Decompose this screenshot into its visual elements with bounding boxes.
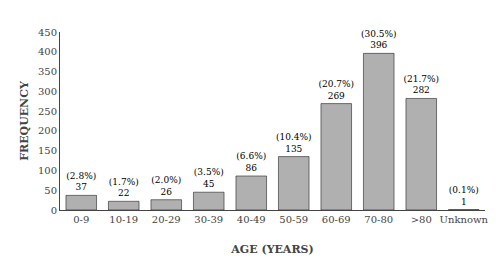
- svg-text:60-69: 60-69: [322, 214, 351, 225]
- svg-text:70-80: 70-80: [364, 214, 393, 225]
- svg-text:50: 50: [44, 185, 57, 196]
- svg-text:(0.1%)1: (0.1%)1: [449, 185, 479, 207]
- svg-text:400: 400: [38, 46, 57, 57]
- svg-text:150: 150: [38, 145, 57, 156]
- svg-text:250: 250: [38, 106, 57, 117]
- svg-text:(10.4%)135: (10.4%)135: [276, 132, 312, 154]
- svg-text:Unknown: Unknown: [440, 214, 489, 225]
- svg-text:(1.7%)22: (1.7%)22: [109, 177, 139, 199]
- svg-text:350: 350: [38, 66, 57, 77]
- svg-text:>80: >80: [411, 214, 432, 225]
- svg-text:30-39: 30-39: [194, 214, 223, 225]
- svg-text:(6.6%)86: (6.6%)86: [236, 151, 266, 173]
- svg-text:AGE (YEARS): AGE (YEARS): [230, 243, 313, 256]
- svg-text:0: 0: [51, 205, 57, 216]
- svg-text:(30.5%)396: (30.5%)396: [361, 29, 397, 51]
- svg-text:(2.0%)26: (2.0%)26: [151, 175, 181, 197]
- svg-text:0-9: 0-9: [73, 214, 89, 225]
- svg-text:10-19: 10-19: [109, 214, 138, 225]
- svg-text:300: 300: [38, 86, 57, 97]
- svg-text:100: 100: [38, 165, 57, 176]
- svg-text:(20.7%)269: (20.7%)269: [318, 79, 354, 101]
- svg-text:(21.7%)282: (21.7%)282: [403, 74, 439, 96]
- svg-text:20-29: 20-29: [152, 214, 181, 225]
- svg-text:40-49: 40-49: [237, 214, 266, 225]
- svg-text:50-59: 50-59: [279, 214, 308, 225]
- svg-text:450: 450: [38, 27, 57, 38]
- svg-text:FREQUENCY: FREQUENCY: [18, 81, 31, 161]
- svg-text:(2.8%)37: (2.8%)37: [66, 171, 96, 193]
- svg-text:(3.5%)45: (3.5%)45: [194, 167, 224, 189]
- svg-text:200: 200: [38, 125, 57, 136]
